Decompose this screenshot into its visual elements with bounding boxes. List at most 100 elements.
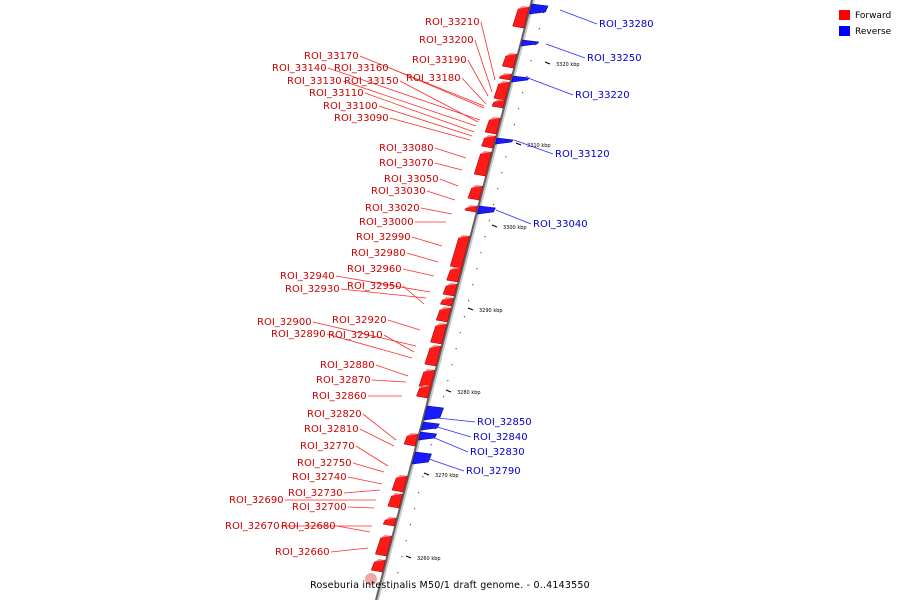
forward-gene-label: ROI_32980 (351, 248, 406, 259)
scale-dot (422, 476, 424, 478)
legend-reverse-label: Reverse (855, 27, 892, 37)
forward-gene-label: ROI_33030 (371, 186, 426, 197)
forward-gene-shade (385, 517, 397, 520)
forward-leader-line (371, 379, 407, 383)
forward-leader-line (347, 506, 375, 509)
forward-gene-label: ROI_33160 (334, 63, 389, 74)
reverse-leader-line (559, 9, 598, 25)
scale-tick (445, 389, 452, 393)
forward-leader-line (383, 334, 415, 353)
scale-tick-label: 3300 kbp (503, 225, 527, 231)
forward-leader-line (406, 252, 439, 263)
forward-leader-line (474, 39, 493, 93)
reverse-leader-line (433, 425, 472, 438)
genome-axis (375, 0, 535, 600)
forward-gene-shade (518, 6, 530, 9)
forward-gene (387, 493, 403, 509)
forward-gene (501, 53, 518, 69)
scale-ticks: 3260 kbp 3270 kbp 3280 kbp 3290 kbp 3300 kbp… (405, 61, 580, 562)
scale-dot (538, 28, 540, 30)
scale-dot (522, 92, 524, 94)
scale-tick (491, 224, 498, 228)
forward-gene-label: ROI_33200 (419, 35, 474, 46)
scale-dot (497, 188, 499, 190)
forward-gene-label: ROI_32860 (312, 391, 367, 402)
reverse-gene-label: ROI_32790 (466, 466, 521, 477)
forward-leader-line (461, 77, 487, 105)
scale-tick (405, 555, 412, 559)
reverse-gene-label: ROI_33250 (587, 53, 642, 64)
scale-dot (455, 348, 457, 350)
forward-gene-label: ROI_33070 (379, 158, 434, 169)
scale-dot (447, 380, 449, 382)
reverse-gene-label: ROI_32850 (477, 417, 532, 428)
scale-dot (401, 556, 403, 558)
forward-gene-label: ROI_32700 (292, 502, 347, 513)
forward-gene-label: ROI_33050 (384, 174, 439, 185)
reverse-gene-label: ROI_33280 (599, 19, 654, 30)
reverse-gene-label: ROI_32840 (473, 432, 528, 443)
reverse-leader-line (495, 209, 532, 225)
forward-leader-line (402, 285, 425, 305)
forward-gene-shade (498, 81, 510, 84)
legend: Forward Reverse (839, 10, 892, 37)
scale-tick-label: 3290 kbp (479, 308, 503, 314)
forward-gene-label: ROI_32750 (297, 458, 352, 469)
forward-leader-line (355, 445, 389, 467)
forward-gene (439, 297, 454, 307)
reverse-leader-line (545, 43, 586, 59)
scale-tick-label: 3310 kbp (527, 143, 551, 149)
scale-dot (476, 268, 478, 270)
scale-dot (397, 572, 399, 574)
forward-gene (382, 517, 397, 527)
legend-forward-swatch (839, 10, 850, 20)
forward-leader-line (480, 21, 496, 81)
forward-gene-label: ROI_33000 (359, 217, 414, 228)
forward-gene-shade (380, 535, 392, 538)
forward-gene-label: ROI_33100 (323, 101, 378, 112)
forward-gene-shade (439, 307, 451, 310)
scale-dot (459, 332, 461, 334)
forward-gene-label: ROI_32820 (307, 409, 362, 420)
forward-leader-line (402, 268, 435, 277)
forward-gene-shade (494, 99, 505, 102)
reverse-gene-label: ROI_33220 (575, 90, 630, 101)
forward-gene-label: ROI_32890 (271, 329, 326, 340)
reverse-gene (411, 451, 432, 465)
forward-gene-shade (484, 135, 496, 138)
forward-leader-line (362, 413, 397, 441)
forward-gene-label: ROI_32810 (304, 424, 359, 435)
forward-gene (484, 117, 501, 135)
forward-gene (391, 475, 408, 493)
forward-gene-shade (466, 205, 478, 208)
scale-tick (544, 61, 551, 65)
forward-gene-label: ROI_32990 (356, 232, 411, 243)
forward-gene-label: ROI_32900 (257, 317, 312, 328)
forward-leader-line (330, 547, 369, 553)
forward-leader-line (411, 236, 443, 247)
scale-dot (513, 124, 515, 126)
scale-dot (526, 76, 528, 78)
reverse-leader-line (425, 457, 465, 472)
forward-leader-line (359, 55, 485, 107)
reverse-gene (511, 75, 530, 83)
scale-tick-label: 3260 kbp (417, 556, 441, 562)
reverse-gene-label: ROI_33120 (555, 149, 610, 160)
forward-gene-shade (435, 323, 447, 326)
forward-gene-shade (489, 117, 501, 120)
gene-labels: ROI_33210 ROI_33200 ROI_33190 ROI_33180 ROI_… (225, 17, 654, 558)
gene-features (365, 3, 549, 585)
forward-gene (442, 283, 458, 297)
scale-dot (534, 44, 536, 46)
forward-gene-label: ROI_33180 (406, 73, 461, 84)
label-leaders (280, 9, 598, 553)
genome-axis-line (375, 0, 533, 600)
scale-dot (434, 428, 436, 430)
scale-dot (517, 108, 520, 110)
forward-gene-label: ROI_32920 (332, 315, 387, 326)
forward-gene (493, 81, 511, 101)
forward-leader-line (327, 67, 481, 121)
reverse-leader-line (513, 139, 554, 155)
scale-tick (423, 472, 430, 476)
forward-leader-line (312, 321, 417, 347)
